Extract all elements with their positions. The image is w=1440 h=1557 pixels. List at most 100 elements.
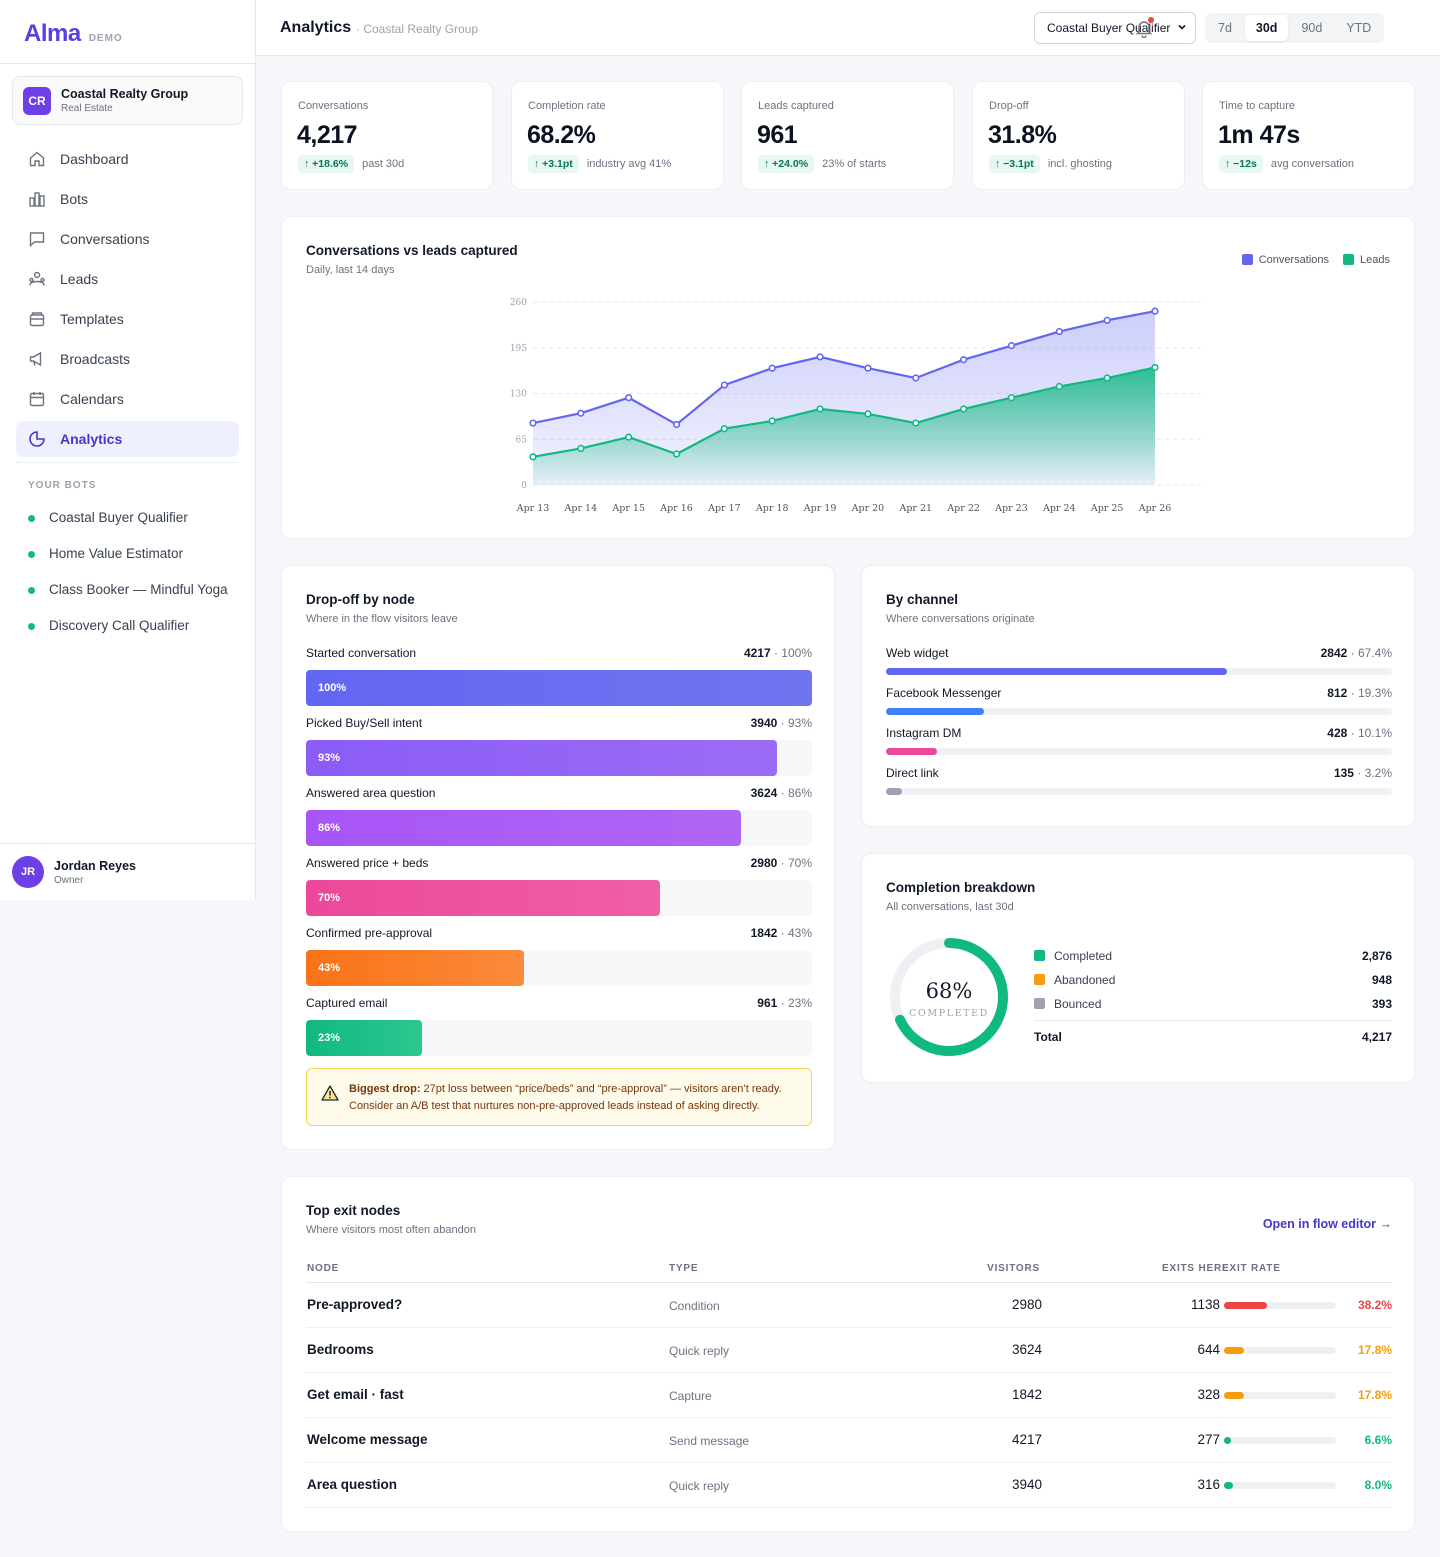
node-visitors: 3940 (1011, 1477, 1042, 1492)
node-name: Bedrooms (307, 1342, 374, 1357)
donut-value: 68% (926, 979, 973, 1003)
logo[interactable]: Alma DEMO (24, 20, 123, 48)
status-dot (28, 551, 35, 558)
bots-heading: YOUR BOTS (28, 480, 97, 491)
dropoff-track: 43% (306, 950, 812, 986)
kpi-card-time-to-capture: Time to capture 1m 47s ↑ −12s avg convers… (1202, 81, 1415, 190)
x-tick-label: Apr 21 (898, 503, 932, 514)
kpi-label: Drop-off (989, 100, 1029, 112)
data-point-conversations (529, 419, 537, 427)
exit-rate-track (1224, 1347, 1336, 1354)
range-ytd[interactable]: YTD (1346, 21, 1372, 35)
bot-item[interactable]: Discovery Call Qualifier (28, 616, 228, 636)
exits-subtitle: Where visitors most often abandon (306, 1224, 476, 1236)
channel-row[interactable]: Direct link 135 · 3.2% (886, 766, 1392, 795)
bots-list: Coastal Buyer Qualifier Home Value Estim… (28, 508, 228, 652)
dropoff-row[interactable]: Captured email 961 · 23% 23% (306, 996, 812, 1056)
nav-item-templates[interactable]: Templates (16, 301, 239, 337)
dropoff-bar: 100% (306, 670, 812, 706)
kpi-label: Leads captured (758, 100, 834, 112)
dropoff-subtitle: Where in the flow visitors leave (306, 613, 458, 625)
exit-rate-bar (1224, 1392, 1244, 1399)
col-header-node[interactable]: NODE (307, 1263, 340, 1274)
status-dot (28, 515, 35, 522)
y-tick-label: 130 (510, 390, 527, 400)
legend-item-leads[interactable]: Leads (1343, 254, 1390, 266)
exit-rate-bar (1224, 1482, 1233, 1489)
nav-item-dashboard[interactable]: Dashboard (16, 141, 239, 177)
open-flow-editor-link[interactable]: Open in flow editor → (1262, 1217, 1392, 1231)
channel-bar (886, 668, 1228, 675)
col-header-visitors[interactable]: VISITORS (987, 1263, 1040, 1274)
bot-name: Discovery Call Qualifier (49, 618, 190, 633)
nav-item-calendars[interactable]: Calendars (16, 381, 239, 417)
exit-rate: 38.2% (1357, 1298, 1392, 1312)
channel-track (886, 708, 1392, 715)
legend-swatch (1034, 998, 1045, 1009)
channel-subtitle: Where conversations originate (886, 613, 1035, 625)
node-exits: 328 (1197, 1387, 1220, 1402)
nav-item-analytics[interactable]: Analytics (16, 421, 239, 457)
table-row[interactable]: Bedrooms Quick reply 3624 644 17.8% (306, 1328, 1392, 1373)
exit-rate-bar (1224, 1437, 1232, 1444)
callout-text: 27pt loss between “price/beds” and “pre-… (349, 1083, 782, 1112)
exit-rate: 17.8% (1357, 1388, 1392, 1402)
legend-swatch (1034, 974, 1045, 985)
kpi-label: Time to capture (1219, 100, 1296, 112)
range-90d[interactable]: 90d (1301, 21, 1323, 35)
nav-item-bots[interactable]: Bots (16, 181, 239, 217)
data-point-leads (1103, 374, 1111, 382)
table-row[interactable]: Welcome message Send message 4217 277 6.… (306, 1418, 1392, 1463)
bot-select[interactable]: Coastal Buyer Qualifier (1034, 12, 1196, 44)
nav-divider (16, 462, 239, 463)
breadcrumb: · Coastal Realty Group (356, 22, 479, 36)
nav-label: Calendars (60, 391, 124, 407)
x-tick-label: Apr 14 (564, 503, 598, 514)
org-industry: Real Estate (61, 103, 113, 114)
table-row[interactable]: Pre-approved? Condition 2980 1138 38.2% (306, 1283, 1392, 1328)
chart-subtitle: Daily, last 14 days (306, 264, 395, 276)
channel-row[interactable]: Web widget 2842 · 67.4% (886, 646, 1392, 675)
data-point-conversations (912, 374, 920, 382)
y-tick-label: 0 (521, 481, 527, 491)
dropoff-count: 1842 (750, 926, 778, 940)
y-tick-label: 65 (516, 435, 528, 445)
range-30d[interactable]: 30d (1244, 15, 1289, 41)
node-exits: 316 (1197, 1477, 1220, 1492)
bot-item[interactable]: Class Booker — Mindful Yoga (28, 580, 228, 600)
dropoff-bar: 86% (306, 810, 742, 846)
user-profile[interactable]: JR Jordan Reyes Owner (0, 843, 255, 900)
bell-icon[interactable] (1134, 18, 1154, 39)
dropoff-row[interactable]: Confirmed pre-approval 1842 · 43% 43% (306, 926, 812, 986)
col-header-type[interactable]: TYPE (669, 1263, 699, 1274)
org-switcher[interactable]: CR Coastal Realty Group Real Estate (12, 76, 243, 125)
nav-item-broadcasts[interactable]: Broadcasts (16, 341, 239, 377)
x-tick-label: Apr 22 (946, 503, 980, 514)
col-header-exit-rate[interactable]: EXIT RATE (1222, 1263, 1281, 1274)
leads-icon (28, 270, 46, 288)
dropoff-row[interactable]: Answered area question 3624 · 86% 86% (306, 786, 812, 846)
col-header-exits[interactable]: EXITS HERE (1162, 1263, 1230, 1274)
channel-row[interactable]: Facebook Messenger 812 · 19.3% (886, 686, 1392, 715)
dropoff-row[interactable]: Picked Buy/Sell intent 3940 · 93% 93% (306, 716, 812, 776)
dropoff-row[interactable]: Answered price + beds 2980 · 70% 70% (306, 856, 812, 916)
data-point-conversations (577, 409, 585, 417)
completion-row: Abandoned 948 (1034, 971, 1392, 989)
nav-item-conversations[interactable]: Conversations (16, 221, 239, 257)
chart-legend: Conversations Leads (1241, 254, 1390, 266)
dropoff-row[interactable]: Started conversation 4217 · 100% 100% (306, 646, 812, 706)
completion-value: 2,876 (1361, 949, 1392, 963)
delta-pill: ↑ +3.1pt (528, 155, 579, 173)
node-name: Get email · fast (307, 1387, 404, 1402)
nav-item-leads[interactable]: Leads (16, 261, 239, 297)
legend-item-conversations[interactable]: Conversations (1241, 254, 1329, 266)
x-tick-label: Apr 19 (803, 503, 837, 514)
bot-item[interactable]: Home Value Estimator (28, 544, 228, 564)
table-row[interactable]: Get email · fast Capture 1842 328 17.8% (306, 1373, 1392, 1418)
channel-row[interactable]: Instagram DM 428 · 10.1% (886, 726, 1392, 755)
range-7d[interactable]: 7d (1218, 21, 1232, 35)
bot-item[interactable]: Coastal Buyer Qualifier (28, 508, 228, 528)
bots-icon (28, 190, 46, 208)
table-row[interactable]: Area question Quick reply 3940 316 8.0% (306, 1463, 1392, 1508)
channel-label: Facebook Messenger (886, 686, 1002, 700)
